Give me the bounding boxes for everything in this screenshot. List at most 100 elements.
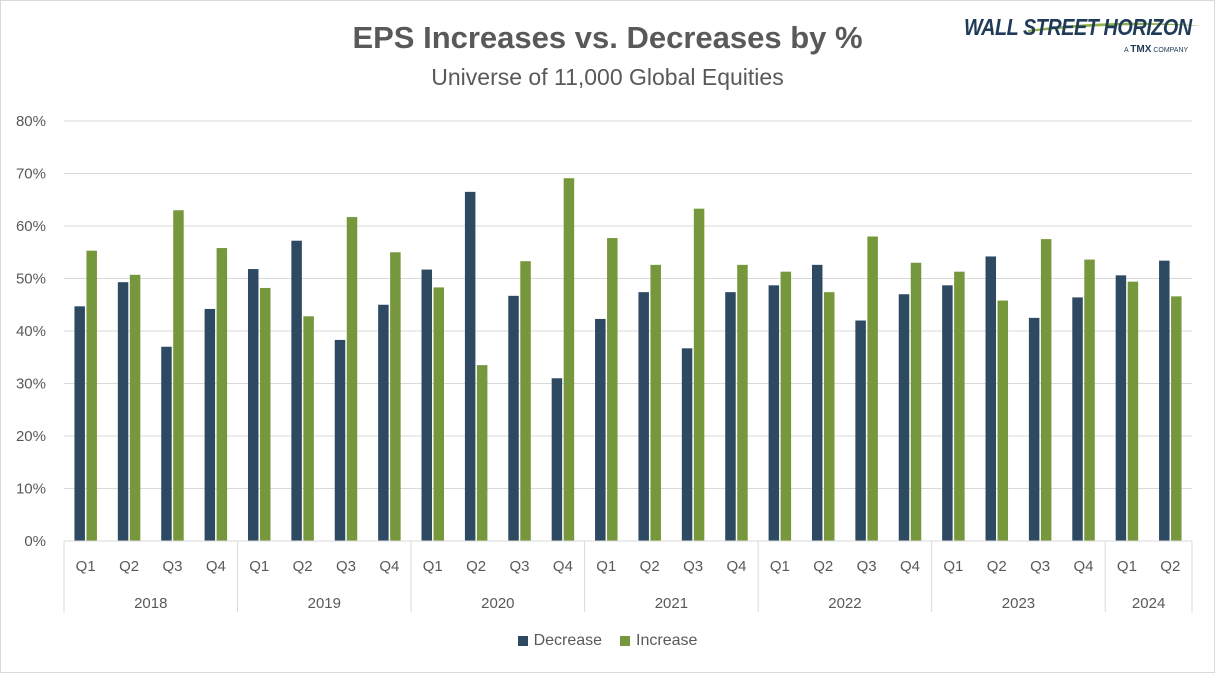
logo-swoosh-icon [1028,22,1203,32]
bar-decrease [117,282,129,541]
bar-decrease [855,320,866,541]
bar-increase [259,287,271,541]
x-tick-label: Q1 [249,558,269,575]
x-tick-label: Q2 [987,558,1007,575]
legend-label-decrease: Decrease [533,632,603,649]
bar-increase [1040,239,1052,541]
bar-decrease [1072,297,1083,541]
chart-legend: Decrease Increase [0,632,1215,650]
x-tick-label: Q1 [770,558,790,575]
bar-increase [1127,281,1139,541]
bar-increase [693,208,705,542]
bar-decrease [204,308,216,541]
x-group-label: 2024 [1132,595,1165,612]
x-group-label: 2018 [134,595,167,612]
x-tick-label: Q1 [943,558,963,575]
bar-increase [910,262,922,541]
chart-title: EPS Increases vs. Decreases by % [352,20,863,55]
bar-increase [346,217,358,541]
bar-increase [997,300,1009,541]
x-tick-label: Q1 [1117,558,1137,575]
x-tick-label: Q4 [1074,558,1094,575]
bar-increase [390,252,401,541]
bar-decrease [161,346,172,541]
bar-increase [216,248,228,542]
x-tick-label: Q3 [683,558,703,575]
bar-increase [433,287,445,541]
bar-decrease [811,264,823,541]
y-tick-label: 40% [16,323,46,340]
x-group-label: 2023 [1002,595,1035,612]
legend-swatch-increase [620,636,631,646]
x-tick-label: Q2 [813,558,833,575]
bar-decrease [638,292,649,541]
bar-increase [607,238,618,541]
bar-decrease [1028,317,1040,541]
x-group-label: 2020 [481,595,514,612]
bar-increase [737,264,748,541]
bar-increase [954,271,965,541]
y-tick-label: 60% [16,218,46,235]
bar-decrease [681,348,693,541]
x-tick-label: Q4 [900,558,920,575]
bar-decrease [334,339,346,541]
bar-increase [303,316,314,541]
bar-increase [1171,296,1182,541]
bar-decrease [1115,275,1127,541]
y-tick-label: 50% [16,271,46,288]
bar-decrease [291,240,302,541]
x-tick-label: Q1 [423,558,443,575]
legend-item-increase: Increase [620,632,697,650]
bar-increase [823,292,835,541]
bar-decrease [768,285,780,541]
x-tick-label: Q2 [466,558,486,575]
x-tick-label: Q2 [1160,558,1180,575]
bar-decrease [247,269,259,541]
x-tick-label: Q3 [510,558,530,575]
x-tick-label: Q3 [336,558,356,575]
bar-decrease [985,256,997,541]
bar-increase [867,236,878,541]
x-tick-label: Q2 [293,558,313,575]
x-group-label: 2021 [655,595,688,612]
y-tick-label: 30% [16,376,46,393]
x-tick-label: Q3 [857,558,877,575]
x-tick-label: Q3 [162,558,182,575]
bar-increase [173,210,184,541]
bar-increase [520,261,531,541]
company-logo: WALL STREET HORIZON A TMX COMPANY [958,8,1208,63]
x-tick-label: Q4 [726,558,746,575]
bar-increase [780,271,792,541]
bar-increase [1084,259,1095,541]
legend-swatch-decrease [517,636,528,646]
bar-increase [86,250,97,542]
legend-label-increase: Increase [636,632,698,649]
bar-decrease [421,269,433,541]
legend-item-decrease: Decrease [517,632,603,650]
bar-decrease [942,285,953,541]
bar-decrease [464,191,476,541]
bar-decrease [551,378,563,541]
bar-decrease [74,306,85,541]
x-tick-label: Q1 [76,558,96,575]
x-tick-label: Q4 [553,558,573,575]
y-tick-label: 80% [16,113,46,130]
x-tick-label: Q2 [119,558,139,575]
bar-decrease [378,304,389,541]
bar-decrease [725,292,736,541]
bar-decrease [898,294,910,541]
bar-increase [650,264,661,541]
bar-decrease [508,295,519,541]
logo-tagline: A TMX COMPANY [1124,44,1189,55]
x-tick-label: Q3 [1030,558,1050,575]
y-tick-label: 20% [16,428,46,445]
x-group-label: 2022 [828,595,861,612]
x-group-label: 2019 [308,595,341,612]
y-tick-label: 0% [24,533,46,550]
x-tick-label: Q4 [379,558,399,575]
chart-subtitle: Universe of 11,000 Global Equities [431,64,784,90]
x-tick-label: Q1 [596,558,616,575]
logo-wordmark: WALL STREET HORIZON [964,14,1192,40]
x-tick-label: Q2 [640,558,660,575]
